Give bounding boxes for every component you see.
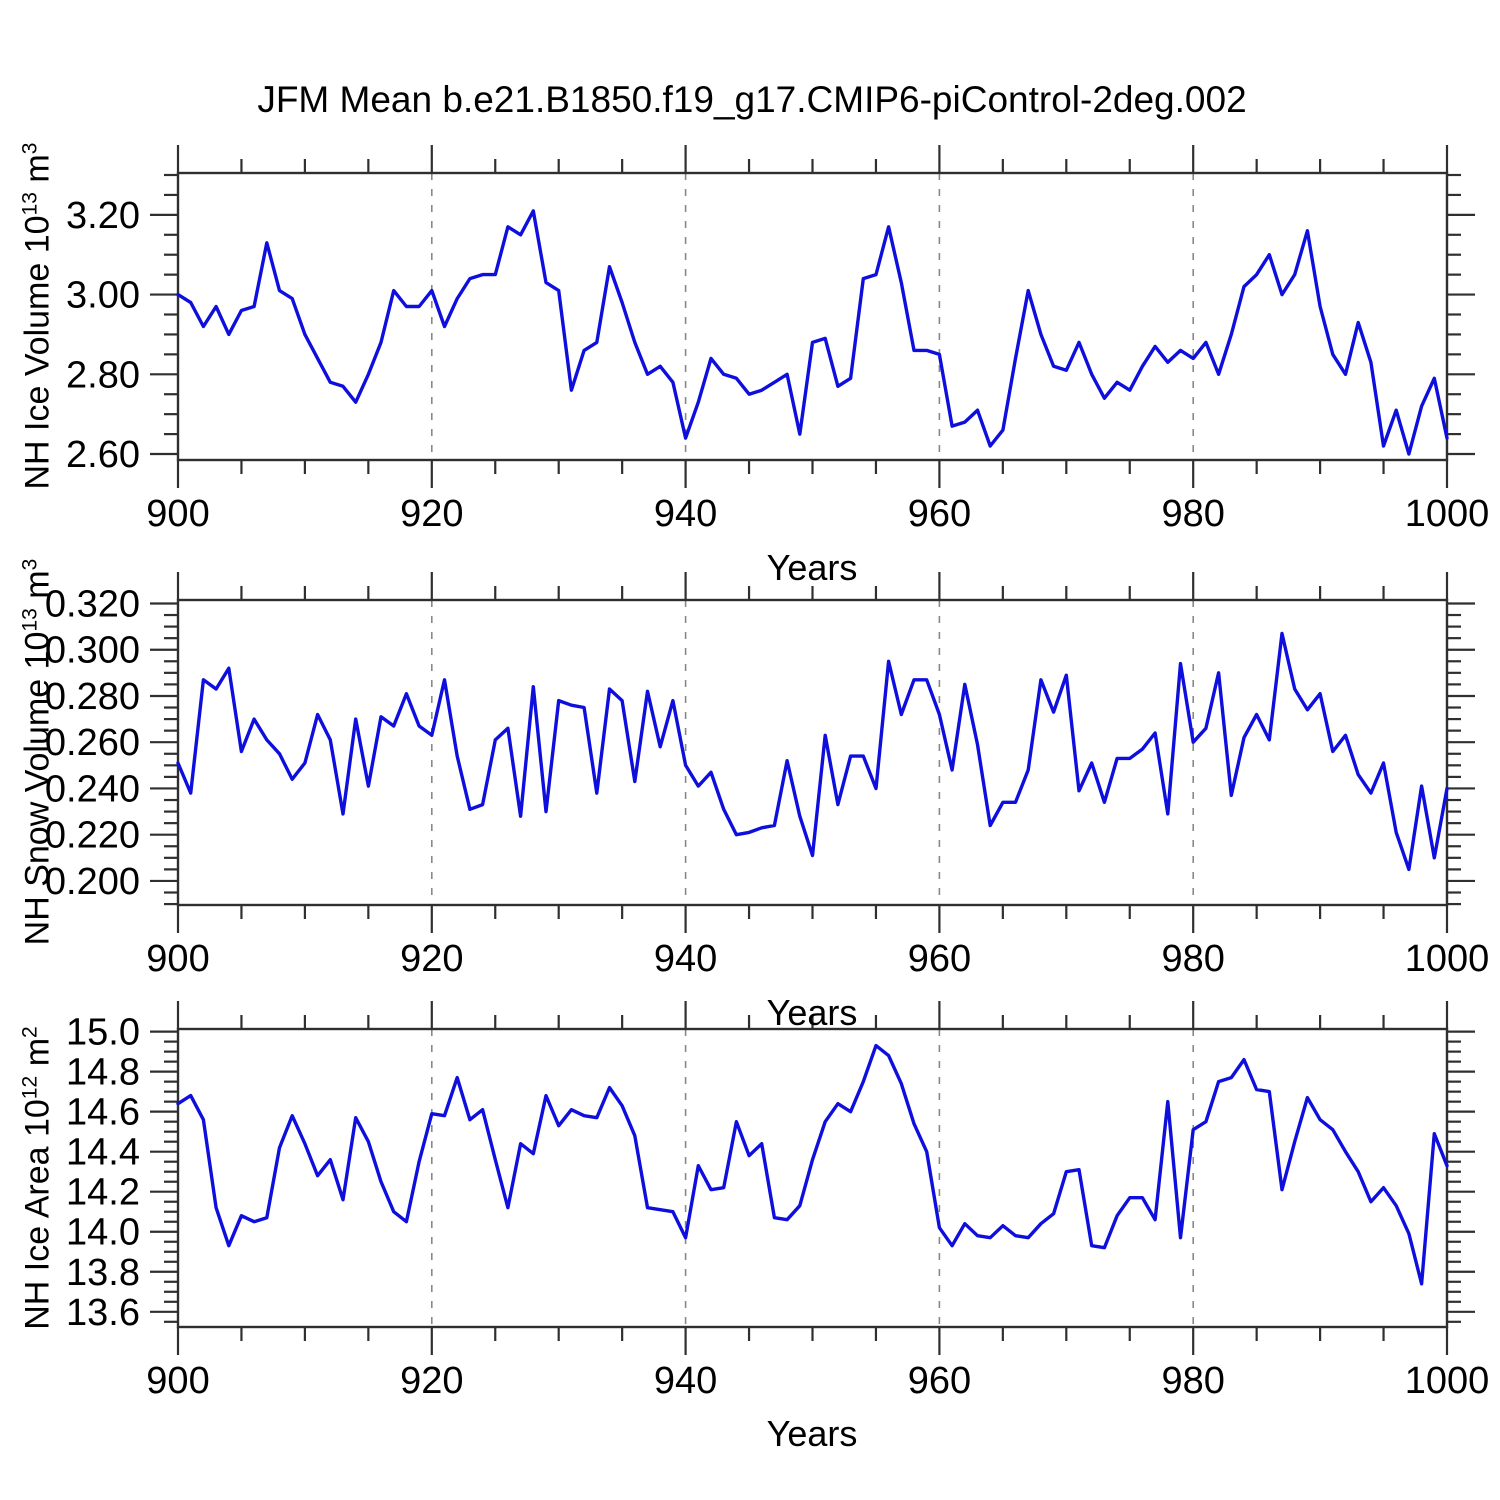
y-tick-label: 0.200 (45, 861, 140, 903)
y-axis-title-text-ice-volume: NH Ice Volume 1013 m3 (18, 143, 57, 490)
ylabel-superscript: 2 (18, 1026, 42, 1038)
x-tick-label: 920 (400, 493, 463, 535)
ylabel-text: m (18, 154, 57, 193)
y-tick-label: 14.8 (66, 1052, 140, 1094)
x-tick-label: 980 (1161, 938, 1224, 980)
y-tick-label: 13.8 (66, 1252, 140, 1294)
ylabel-superscript: 3 (18, 558, 42, 571)
x-tick-label: 920 (400, 1360, 463, 1402)
y-tick-label: 2.60 (66, 434, 140, 476)
x-tick-label: 1000 (1405, 1360, 1490, 1402)
chart-title: JFM Mean b.e21.B1850.f19_g17.CMIP6-piCon… (257, 79, 1247, 120)
x-tick-label: 940 (654, 938, 717, 980)
y-tick-label: 0.260 (45, 722, 140, 764)
x-tick-label: 980 (1161, 493, 1224, 535)
x-tick-label: 900 (146, 493, 209, 535)
y-tick-label: 3.20 (66, 195, 140, 237)
y-tick-label: 2.80 (66, 354, 140, 396)
y-tick-label: 14.2 (66, 1172, 140, 1214)
y-axis-title-text-ice-area: NH Ice Area 1012 m2 (18, 1026, 57, 1330)
ylabel-text: NH Ice Area 10 (18, 1099, 57, 1330)
ylabel-superscript: 3 (18, 142, 42, 155)
x-tick-label: 960 (908, 493, 971, 535)
plot-frame (176, 1027, 1449, 1329)
plot-frame (176, 171, 1449, 462)
y-tick-label: 0.280 (45, 676, 140, 718)
ylabel-text: m (18, 570, 57, 609)
nh-ice-area-line (176, 1043, 1449, 1286)
y-tick-label: 3.00 (66, 275, 140, 317)
x-tick-label: 1000 (1405, 493, 1490, 535)
ylabel-text: NH Ice Volume 10 (18, 215, 57, 490)
nh-ice-volume-line (176, 209, 1449, 456)
x-tick-label: 960 (908, 1360, 971, 1402)
panel-nh-ice-volume: 900 920 940 960 980 1000 2.60 2.80 3.00 3.20 (66, 145, 1489, 535)
panel-nh-snow-volume: 900 920 940 960 980 10000.2000.2200.2400.2600… (45, 572, 1489, 980)
x-tick-label: 920 (400, 938, 463, 980)
x-tick-label: 960 (908, 938, 971, 980)
x-tick-label: 940 (654, 493, 717, 535)
x-tick-label: 980 (1161, 1360, 1224, 1402)
x-tick-label: 900 (146, 938, 209, 980)
y-tick-label: 0.300 (45, 630, 140, 672)
y-tick-label: 15.0 (66, 1012, 140, 1054)
ylabel-text: m (18, 1037, 57, 1076)
y-tick-label: 0.220 (45, 815, 140, 857)
y-tick-label: 13.6 (66, 1292, 140, 1334)
x-tick-label: 1000 (1405, 938, 1490, 980)
y-tick-label: 14.0 (66, 1212, 140, 1254)
nh-snow-volume-line (176, 631, 1449, 872)
y-tick-label: 0.320 (45, 583, 140, 625)
x-axis-title-2: Years (766, 1413, 858, 1454)
panel-nh-ice-area: 900 920 940 960 980 100013.613.814.014.214.41… (66, 1001, 1489, 1402)
x-tick-label: 900 (146, 1360, 209, 1402)
ylabel-superscript: 13 (18, 608, 42, 632)
y-axis-title-text-snow-volume: NH Snow Volume 1013 m3 (18, 559, 57, 946)
x-axis-title-0: Years (766, 547, 858, 588)
y-tick-label: 14.6 (66, 1092, 140, 1134)
plot-frame (176, 598, 1449, 907)
ylabel-superscript: 12 (18, 1075, 42, 1100)
y-tick-label: 14.4 (66, 1132, 140, 1174)
y-tick-label: 0.240 (45, 768, 140, 810)
ylabel-superscript: 13 (18, 192, 42, 216)
x-axis-title-1: Years (766, 992, 858, 1033)
ylabel-text: NH Snow Volume 10 (18, 631, 57, 946)
x-tick-label: 940 (654, 1360, 717, 1402)
